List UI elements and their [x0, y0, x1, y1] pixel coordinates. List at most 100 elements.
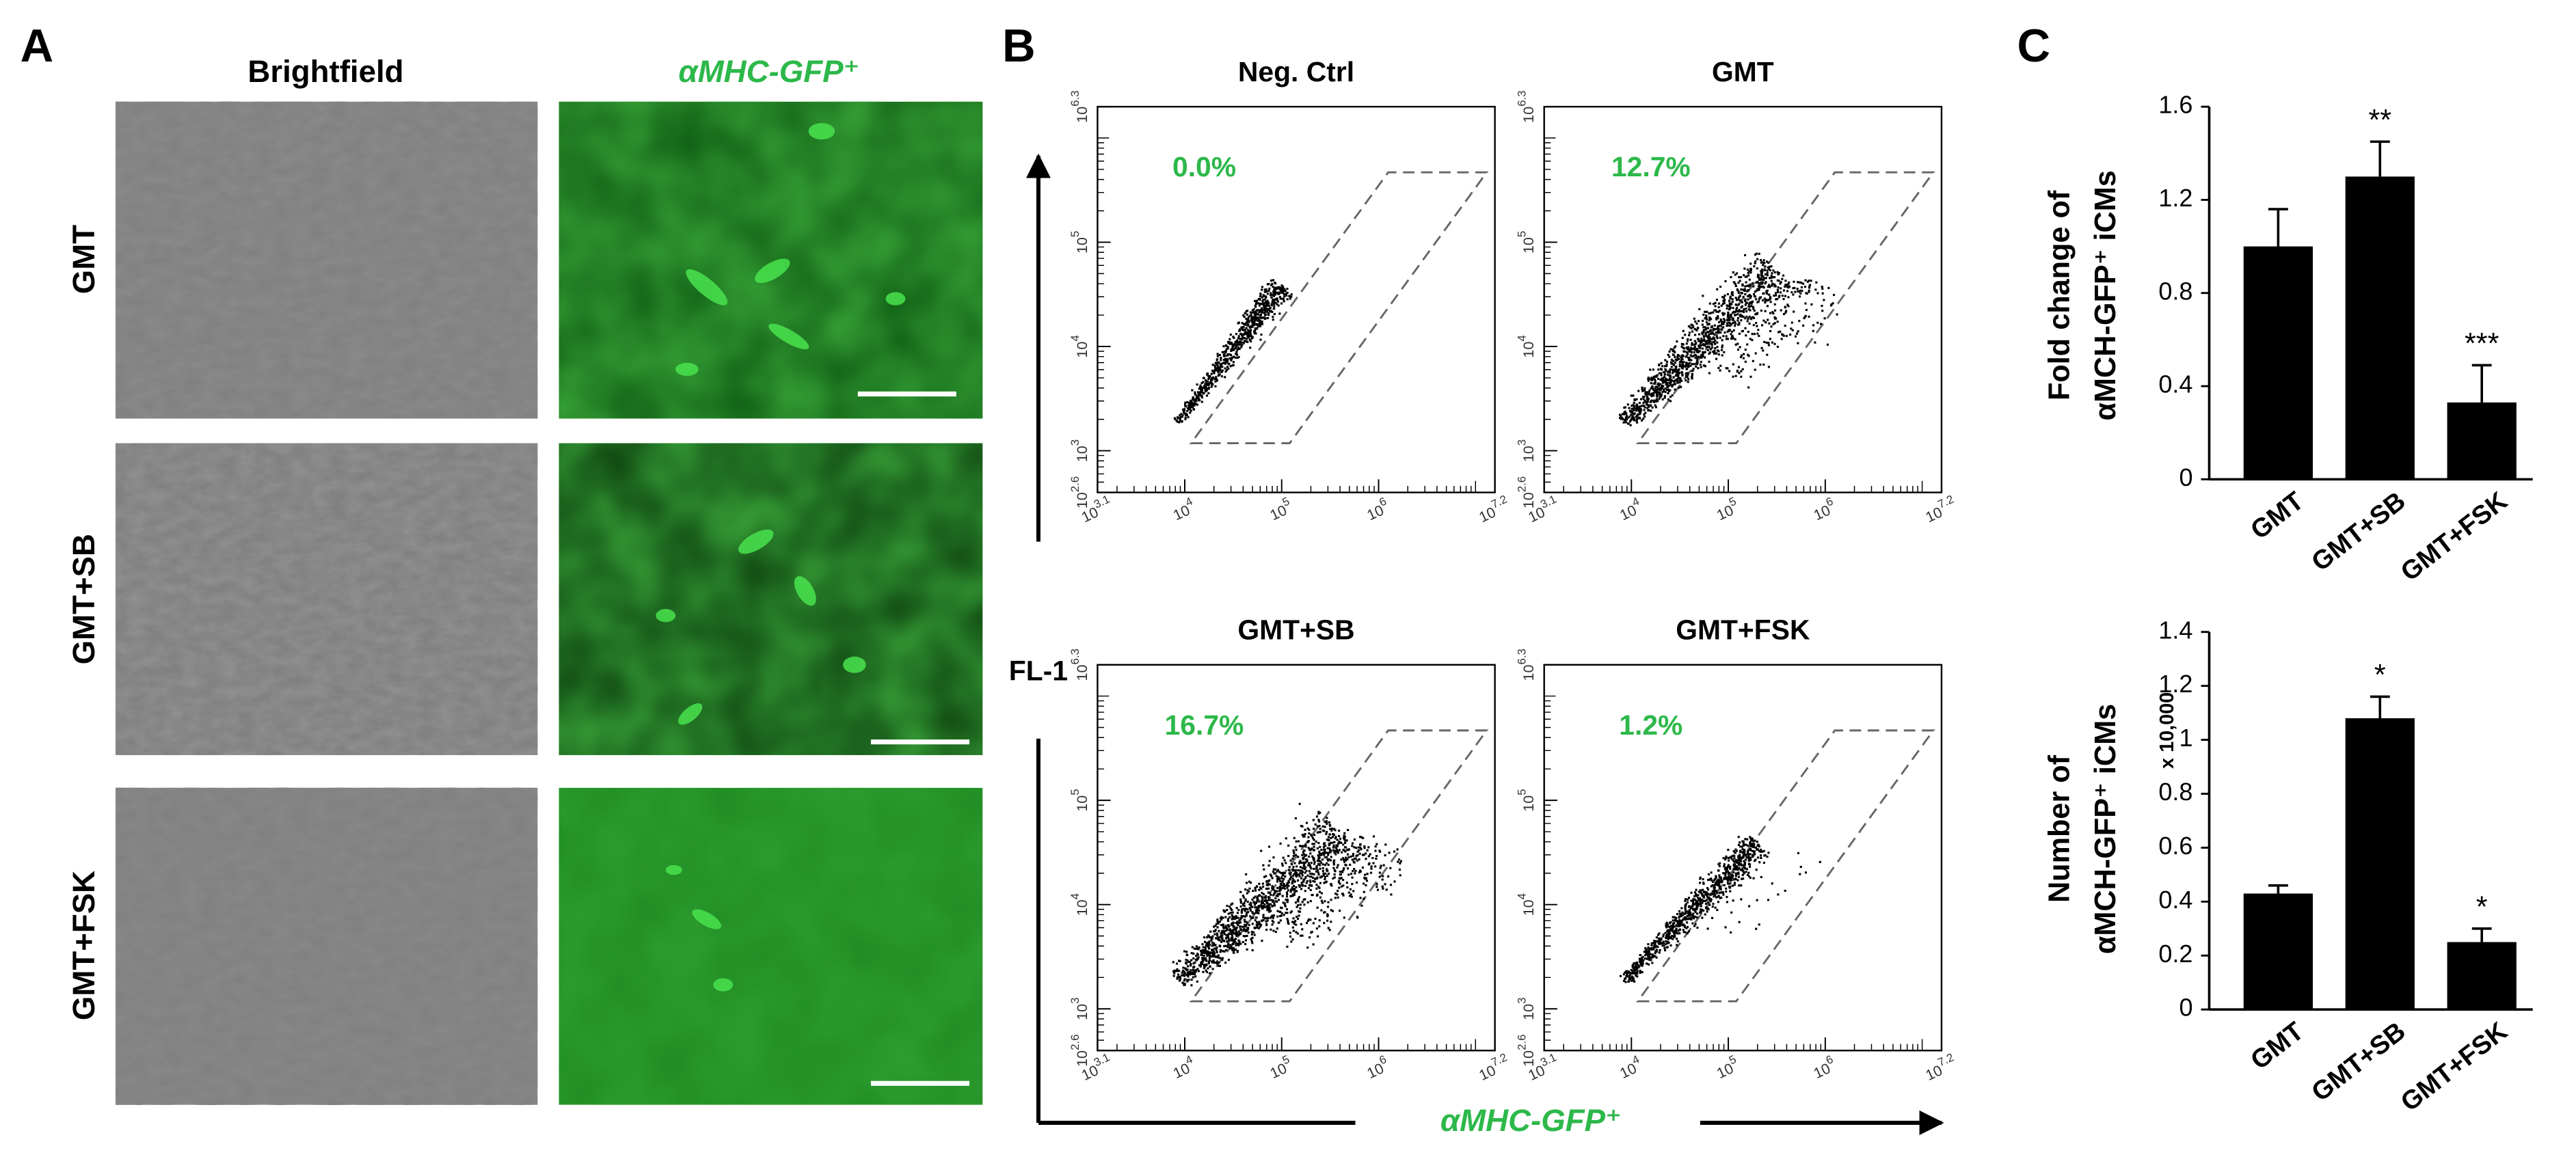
tick-base: 10 [1073, 795, 1090, 812]
y-tick-label: 106.3 [1069, 649, 1090, 681]
plot-title: Neg. Ctrl [1238, 56, 1354, 87]
tick-exp: 3 [1069, 998, 1082, 1004]
y-tick-label: 102.6 [1516, 476, 1537, 508]
column-title: Brightfield [247, 54, 403, 89]
tick-exp: 5 [1516, 231, 1529, 237]
axis-arrows [1025, 153, 1944, 1135]
y-axis-label: αMCH-GFP⁺ iCMs [2089, 170, 2122, 420]
event-dots [1618, 252, 1838, 426]
x-tick-label: 105 [1265, 1053, 1295, 1082]
tick-base: 10 [1520, 1004, 1537, 1020]
tick-exp: 2.6 [1516, 476, 1529, 492]
y-tick-label: 102.6 [1069, 1035, 1090, 1067]
tick-exp: 4 [1069, 335, 1082, 341]
tick-base: 10 [1520, 342, 1537, 358]
minor-ticks [1544, 695, 1923, 1051]
tick-base: 10 [1073, 492, 1090, 508]
y-tick-label: 104 [1516, 335, 1537, 357]
x-tick-label: 105 [1712, 1053, 1741, 1082]
y-tick-label: 1 [2179, 724, 2192, 752]
x-tick-label: 106 [1809, 1053, 1838, 1082]
event-dots [1173, 279, 1293, 424]
tick-base: 10 [1520, 446, 1537, 462]
tick-exp: 2.6 [1069, 1035, 1082, 1050]
significance: ** [2368, 104, 2391, 137]
row-label: GMT+SB [66, 534, 101, 664]
tick-exp: 5 [1516, 789, 1529, 795]
plot-frame [1097, 105, 1496, 493]
gate-percent: 16.7% [1165, 709, 1244, 741]
bar [2243, 893, 2313, 1010]
tick-base: 10 [1520, 237, 1537, 254]
gfp-cells [656, 123, 906, 992]
tick-base: 10 [1520, 795, 1537, 812]
tick-exp: 6.3 [1516, 90, 1529, 106]
tick-base: 10 [1073, 237, 1090, 254]
tick-base: 10 [1520, 107, 1537, 123]
y-tick-label: 0.4 [2158, 370, 2192, 398]
x-tick-label: 105 [1712, 495, 1741, 523]
y-tick-label: 1.4 [2158, 616, 2192, 644]
tick-base: 10 [1520, 664, 1537, 681]
tick-base: 10 [1073, 1050, 1090, 1067]
tick-exp: 6.3 [1516, 649, 1529, 664]
tick-exp: 3 [1069, 439, 1082, 446]
panel-label: B [1002, 21, 1036, 72]
x-tick-label: 105 [1265, 495, 1295, 523]
gfp-image [559, 787, 983, 1105]
bar [2447, 402, 2517, 480]
minor-ticks [1097, 695, 1477, 1051]
x-tick-label: 104 [1615, 495, 1645, 523]
gfp-image [559, 101, 983, 419]
y-tick-label: 103 [1516, 998, 1537, 1020]
plot-frame [1097, 664, 1496, 1052]
tick-base: 10 [1520, 492, 1537, 508]
brightfield-images [116, 101, 538, 1105]
x-tick-label: 106 [1363, 495, 1392, 523]
y-tick-label: 0.6 [2158, 832, 2192, 860]
bar [2345, 718, 2415, 1010]
y-tick-label: 0.2 [2158, 940, 2192, 968]
tick-exp: 4 [1516, 893, 1529, 899]
y-tick-label: 1.6 [2158, 91, 2192, 119]
x-tick-label: GMT+FSK [2396, 1016, 2513, 1117]
tick-base: 10 [1073, 1004, 1090, 1020]
tick-exp: 5 [1069, 789, 1082, 795]
bar [2345, 176, 2415, 480]
y-axis-label: Fold change of [2043, 190, 2076, 400]
x-tick-label: 107.2 [1921, 1051, 1959, 1084]
brightfield-image [116, 787, 538, 1105]
tick-exp: 3 [1516, 998, 1529, 1004]
x-tick-label: 107.2 [1921, 493, 1959, 526]
plot-title: GMT+FSK [1676, 614, 1810, 646]
y-tick-label: 102.6 [1069, 476, 1090, 508]
y-tick-label: 106.3 [1516, 649, 1537, 681]
y-tick-label: 103 [1516, 439, 1537, 462]
y-tick-label: 0.8 [2158, 778, 2192, 806]
tick-exp: 5 [1069, 231, 1082, 237]
tick-base: 10 [1520, 1050, 1537, 1067]
minor-ticks [1544, 137, 1923, 493]
x-tick-label: 106 [1809, 495, 1838, 523]
scale-bars [857, 391, 970, 1086]
bar-chart: 0 0.4 0.8 1.2 1.6 Fold change of αMCH-GFP⁺ iCM… [2043, 91, 2533, 587]
y-tick-label: 0 [2179, 463, 2192, 491]
column-title: αMHC-GFP⁺ [678, 54, 859, 89]
y-tick-label: 105 [1069, 789, 1090, 811]
panel-label: C [2017, 21, 2050, 72]
tick-base: 10 [1073, 107, 1090, 123]
tick-base: 10 [1520, 899, 1537, 916]
y-tick-label: 102.6 [1516, 1035, 1537, 1067]
x-tick-label: 107.2 [1475, 1051, 1513, 1084]
significance: * [2374, 659, 2386, 692]
y-tick-label: 103 [1069, 439, 1090, 462]
y-tick-label: 0.4 [2158, 886, 2192, 914]
brightfield-image [116, 101, 538, 419]
row-label: GMT+FSK [66, 871, 101, 1020]
gate [1635, 171, 1935, 444]
plot-frame [1543, 105, 1943, 493]
y-axis-label: Number of [2043, 754, 2076, 903]
